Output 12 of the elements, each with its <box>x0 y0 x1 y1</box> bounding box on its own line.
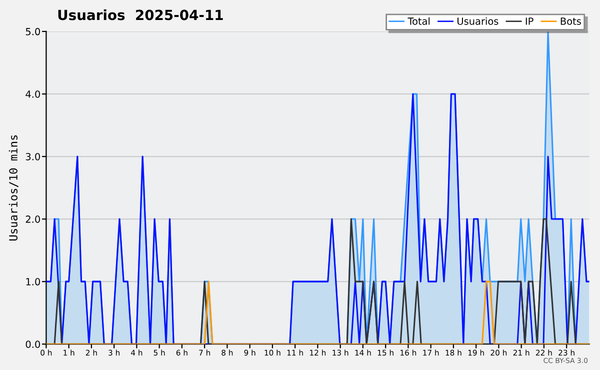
legend-label: Bots <box>560 18 581 25</box>
y-axis-title: Usuarios/10 mins <box>8 135 18 240</box>
y-tick-label: 5.0 <box>26 28 40 36</box>
chart-title: Usuarios 2025-04-11 <box>58 9 223 20</box>
y-tick-label: 4.0 <box>26 90 40 98</box>
y-tick-label: 3.0 <box>26 152 40 160</box>
legend-label: Total <box>408 17 430 25</box>
legend-label: IP <box>526 18 534 25</box>
y-tick-label: 1.0 <box>26 278 40 286</box>
y-tick-label: 2.0 <box>26 216 40 223</box>
legend-label: Usuarios <box>458 17 498 25</box>
y-tick-label: 0.0 <box>26 340 40 348</box>
